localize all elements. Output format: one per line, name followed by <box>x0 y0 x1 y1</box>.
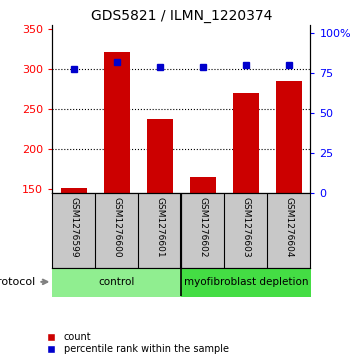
Text: GSM1276599: GSM1276599 <box>69 197 78 258</box>
Bar <box>276 81 302 193</box>
Text: protocol: protocol <box>0 277 35 287</box>
Bar <box>190 177 216 193</box>
Text: GSM1276600: GSM1276600 <box>112 197 121 258</box>
Bar <box>147 119 173 193</box>
Title: GDS5821 / ILMN_1220374: GDS5821 / ILMN_1220374 <box>91 9 272 23</box>
Bar <box>61 188 87 193</box>
Text: myofibroblast depletion: myofibroblast depletion <box>184 277 308 287</box>
Text: GSM1276603: GSM1276603 <box>242 197 251 258</box>
Legend: count, percentile rank within the sample: count, percentile rank within the sample <box>37 329 232 358</box>
Bar <box>233 93 259 193</box>
Bar <box>104 52 130 193</box>
Text: GSM1276604: GSM1276604 <box>284 197 293 257</box>
Text: GSM1276602: GSM1276602 <box>199 197 208 257</box>
Text: control: control <box>99 277 135 287</box>
Text: GSM1276601: GSM1276601 <box>155 197 164 258</box>
